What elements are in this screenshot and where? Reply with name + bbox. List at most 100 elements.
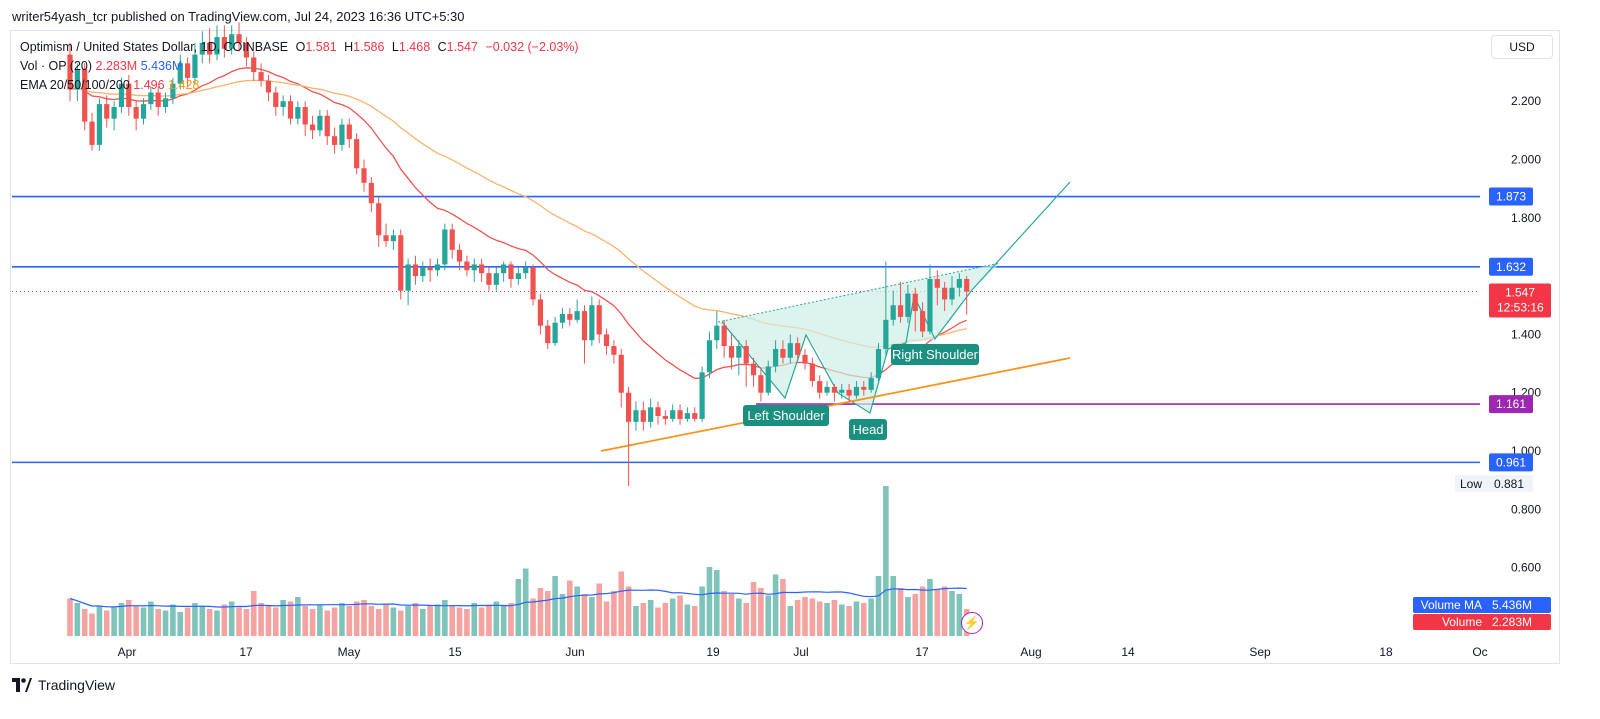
candle-body bbox=[361, 168, 367, 183]
volume-bar bbox=[706, 567, 713, 636]
candle-body bbox=[699, 372, 705, 419]
y-tick-label: 2.200 bbox=[1511, 94, 1541, 108]
currency-button[interactable]: USD bbox=[1491, 35, 1553, 59]
candle-body bbox=[67, 54, 73, 90]
legend-low-label: L bbox=[391, 40, 399, 54]
volume-bar bbox=[390, 607, 397, 636]
legend-volume-row[interactable]: Vol · OP (20) 2.283M 5.436M bbox=[20, 57, 579, 76]
candle-body bbox=[339, 124, 345, 145]
candle-body bbox=[670, 410, 676, 419]
candle-body bbox=[346, 124, 352, 140]
x-tick-label: Jul bbox=[793, 645, 808, 659]
candle-body bbox=[185, 63, 191, 78]
candle-body bbox=[133, 107, 139, 119]
legend-ema-label: EMA 20/50/100/200 bbox=[20, 78, 130, 92]
x-tick-label: 17 bbox=[915, 645, 929, 659]
legend-high-label: H bbox=[344, 40, 354, 54]
volume-bar bbox=[824, 603, 830, 636]
volume-bar bbox=[949, 591, 955, 636]
volume-bar bbox=[758, 588, 764, 636]
x-tick-label: Sep bbox=[1249, 645, 1271, 659]
candle-body bbox=[920, 311, 926, 332]
candle-body bbox=[817, 381, 823, 393]
candle-body bbox=[214, 37, 220, 55]
volume-bar bbox=[140, 607, 147, 636]
y-tick-label: 1.400 bbox=[1511, 327, 1541, 341]
volume-bar bbox=[728, 594, 735, 636]
candle-body bbox=[596, 305, 602, 335]
volume-bar bbox=[126, 600, 132, 636]
candle-body bbox=[207, 42, 213, 55]
candle-body bbox=[787, 343, 793, 358]
pattern-zigzag-line bbox=[721, 181, 1071, 414]
pattern-label: Head bbox=[852, 422, 883, 437]
volume-bar bbox=[493, 601, 500, 636]
volume-bar bbox=[236, 607, 242, 636]
lightning-icon[interactable]: ⚡ bbox=[961, 612, 983, 634]
volume-bar bbox=[603, 601, 610, 636]
candle-body bbox=[251, 57, 257, 73]
volume-bar bbox=[155, 609, 161, 636]
volume-bar bbox=[456, 607, 463, 636]
volume-bar bbox=[258, 603, 264, 636]
volume-bar bbox=[177, 612, 184, 636]
candle-body bbox=[170, 83, 176, 99]
publisher-line: writer54yash_tcr published on TradingVie… bbox=[12, 9, 465, 24]
candle-body bbox=[677, 410, 683, 419]
x-tick-label: Oc bbox=[1472, 645, 1487, 659]
volume-bar bbox=[868, 598, 874, 636]
volume-bar bbox=[148, 601, 154, 636]
candle-body bbox=[324, 115, 330, 137]
volume-bar bbox=[265, 606, 272, 636]
volume-badge-name: Volume bbox=[1442, 615, 1482, 629]
candle-body bbox=[442, 229, 448, 265]
candle-body bbox=[155, 92, 161, 108]
pattern-upper-line bbox=[717, 262, 1001, 323]
volume-bar bbox=[544, 591, 551, 636]
candle-body bbox=[714, 325, 720, 341]
volume-bar bbox=[927, 579, 933, 636]
volume-bar bbox=[515, 579, 522, 636]
footer-brand[interactable]: TradingView bbox=[12, 677, 115, 693]
candle-body bbox=[721, 325, 727, 347]
chart-legend: Optimism / United States Dollar, 1D, COI… bbox=[20, 38, 579, 95]
volume-bar bbox=[677, 595, 683, 636]
volume-bar bbox=[655, 607, 661, 636]
volume-bar bbox=[206, 609, 213, 636]
candle-body bbox=[287, 101, 294, 119]
volume-bar bbox=[427, 606, 433, 636]
volume-bar bbox=[478, 607, 485, 636]
volume-bar bbox=[192, 603, 198, 636]
price-level-badge bbox=[1489, 187, 1533, 206]
volume-bar bbox=[449, 606, 455, 636]
volume-bar bbox=[589, 597, 595, 636]
legend-ema-row[interactable]: EMA 20/50/100/200 1.496 1.428 bbox=[20, 76, 579, 95]
last-price-label: 1.547 bbox=[1505, 286, 1535, 300]
volume-bar bbox=[508, 603, 514, 636]
volume-bar bbox=[905, 597, 911, 636]
candle-body bbox=[523, 267, 529, 274]
candle-body bbox=[390, 235, 396, 242]
candle-body bbox=[839, 389, 845, 393]
candle-body bbox=[964, 279, 970, 292]
candle-body bbox=[530, 267, 536, 300]
candle-body bbox=[280, 101, 286, 108]
pattern-label-box bbox=[743, 405, 829, 426]
ema20-line bbox=[69, 67, 967, 380]
volume-bar bbox=[956, 594, 963, 636]
volume-bar bbox=[442, 600, 448, 636]
price-level-badge bbox=[1489, 395, 1533, 414]
legend-symbol-row[interactable]: Optimism / United States Dollar, 1D, COI… bbox=[20, 38, 579, 57]
volume-bar bbox=[434, 604, 441, 636]
volume-bar bbox=[552, 576, 558, 636]
volume-badge-value: 5.436M bbox=[1492, 598, 1532, 612]
legend-low-value: 1.468 bbox=[398, 40, 431, 54]
legend-open-value: 1.581 bbox=[305, 40, 337, 54]
candle-body bbox=[589, 305, 595, 341]
volume-bar bbox=[346, 606, 353, 636]
candle-body bbox=[199, 42, 205, 55]
x-tick-label: Jun bbox=[565, 645, 584, 659]
volume-bar bbox=[103, 610, 110, 636]
legend-change: −0.032 (−2.03%) bbox=[485, 40, 579, 54]
